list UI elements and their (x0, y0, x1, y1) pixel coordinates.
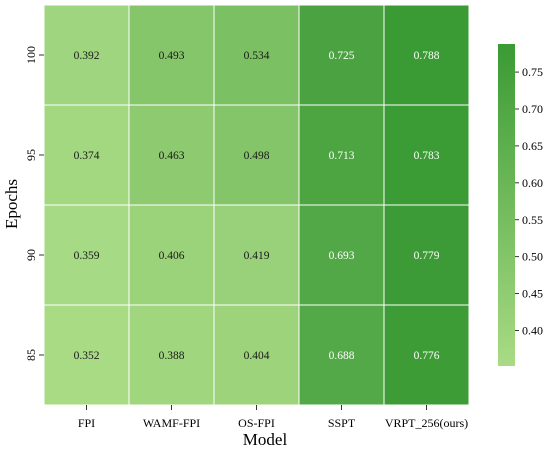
cell-value-label: 0.693 (329, 250, 355, 262)
cell-value-label: 0.498 (244, 150, 270, 162)
x-tick-label: VRPT_256(ours) (385, 416, 468, 430)
heatmap-cell (43, 4, 130, 106)
x-axis-label: Model (243, 430, 288, 449)
heatmap-cell (383, 4, 470, 106)
colorbar-tick-label: 0.75 (522, 65, 543, 79)
heatmap-cell (298, 4, 385, 106)
cell-value-label: 0.463 (159, 150, 185, 162)
cell-value-label: 0.493 (159, 50, 185, 62)
y-tick-label: 100 (24, 46, 38, 64)
cell-value-label: 0.534 (244, 50, 270, 62)
cell-value-label: 0.404 (244, 350, 270, 362)
heatmap-cell (298, 204, 385, 306)
y-axis-label: Epochs (2, 179, 21, 229)
cell-value-label: 0.688 (329, 350, 355, 362)
colorbar-tick-label: 0.50 (522, 250, 543, 264)
colorbar-tick-label: 0.45 (522, 287, 543, 301)
cell-value-label: 0.713 (329, 150, 355, 162)
colorbar: 0.40 0.45 0.50 0.55 0.60 0.65 0.70 0.75 (498, 44, 543, 366)
cell-value-label: 0.779 (414, 250, 440, 262)
x-tick-label: OS-FPI (238, 416, 275, 430)
y-tick-label: 90 (24, 249, 38, 261)
heatmap-cell (213, 304, 300, 406)
heatmap-cell (383, 104, 470, 206)
colorbar-tick-label: 0.55 (522, 213, 543, 227)
cell-value-label: 0.359 (74, 250, 100, 262)
heatmap-cell (128, 4, 215, 106)
cell-value-label: 0.352 (74, 350, 100, 362)
x-tick-label: SSPT (328, 416, 356, 430)
heatmap-cell (128, 304, 215, 406)
heatmap-cell (383, 304, 470, 406)
heatmap-cell (298, 304, 385, 406)
x-tick-label: FPI (78, 416, 95, 430)
y-tick-label: 95 (24, 149, 38, 161)
heatmap-cell (43, 104, 130, 206)
cell-value-label: 0.776 (414, 350, 440, 362)
colorbar-ticks: 0.40 0.45 0.50 0.55 0.60 0.65 0.70 0.75 (515, 65, 543, 338)
colorbar-tick-label: 0.65 (522, 139, 543, 153)
cell-value-label: 0.374 (74, 150, 100, 162)
colorbar-tick-label: 0.70 (522, 102, 543, 116)
y-tick-label: 85 (24, 349, 38, 361)
heatmap-cell (213, 4, 300, 106)
cell-value-label: 0.783 (414, 150, 440, 162)
cell-value-label: 0.419 (244, 250, 270, 262)
y-axis: 100 95 90 85 (24, 46, 44, 361)
cell-value-label: 0.725 (329, 50, 355, 62)
cell-value-label: 0.406 (159, 250, 185, 262)
colorbar-tick-label: 0.40 (522, 324, 543, 338)
colorbar-gradient (498, 44, 515, 366)
x-axis: FPI WAMF-FPI OS-FPI SSPT VRPT_256(ours) (78, 405, 468, 430)
colorbar-tick-label: 0.60 (522, 176, 543, 190)
cell-value-label: 0.392 (74, 50, 100, 62)
cell-value-label: 0.788 (414, 50, 440, 62)
heatmap-cell (128, 204, 215, 306)
heatmap-cells (43, 4, 470, 406)
heatmap-value-labels: 0.392 0.493 0.534 0.725 0.788 0.374 0.463 0.498… (74, 50, 440, 362)
heatmap-cell (383, 204, 470, 306)
heatmap-cell (213, 204, 300, 306)
heatmap-cell (213, 104, 300, 206)
cell-value-label: 0.388 (159, 350, 185, 362)
x-tick-label: WAMF-FPI (143, 416, 200, 430)
